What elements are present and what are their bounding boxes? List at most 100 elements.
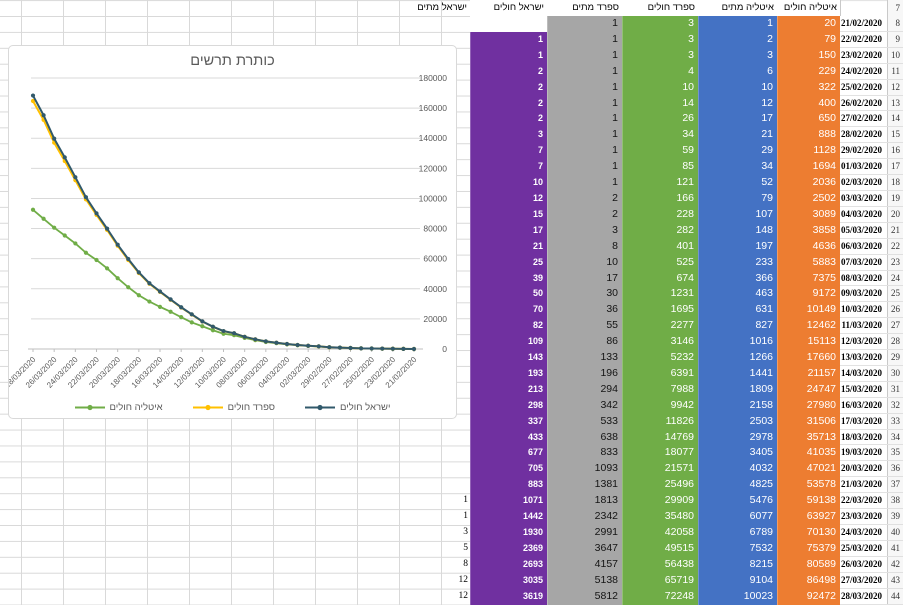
italy_deaths-cell[interactable]: 1016 [698, 334, 777, 351]
israel_cases-cell[interactable]: 10 [470, 175, 547, 191]
date-cell[interactable]: 21/02/2020 [840, 16, 887, 32]
spain_cases-cell[interactable]: 85 [622, 159, 698, 176]
israel_deaths-cell[interactable]: 12 [458, 574, 469, 585]
date-cell[interactable]: 11/03/2020 [840, 318, 887, 335]
italy_deaths-cell[interactable]: 5476 [698, 493, 777, 510]
italy_deaths-cell[interactable]: 17 [698, 111, 777, 128]
italy_cases-cell[interactable]: 322 [777, 79, 840, 96]
israel_deaths-cell[interactable]: 1 [463, 511, 468, 522]
italy_cases-cell[interactable]: 888 [777, 127, 840, 144]
italy_cases-cell[interactable]: 650 [777, 111, 840, 128]
spain_cases-cell[interactable]: 18077 [622, 445, 698, 462]
spain_deaths-cell[interactable]: 833 [547, 445, 622, 462]
israel_deaths-cell[interactable]: 5 [463, 542, 468, 553]
date-cell[interactable]: 22/02/2020 [840, 31, 887, 48]
israel_cases-cell[interactable]: 1 [470, 31, 547, 48]
spain_deaths-cell[interactable]: 294 [547, 381, 622, 398]
israel_cases-cell[interactable]: 3 [470, 127, 547, 144]
date-cell[interactable]: 21/03/2020 [840, 477, 887, 494]
spain_deaths-cell[interactable]: 342 [547, 397, 622, 414]
date-cell[interactable]: 19/03/2020 [840, 445, 887, 462]
spain_cases-cell[interactable]: 42058 [622, 525, 698, 541]
spain_deaths-cell[interactable]: 638 [547, 429, 622, 446]
italy_cases-cell[interactable]: 9172 [777, 286, 840, 303]
italy_cases-cell[interactable]: 47021 [777, 461, 840, 478]
italy_cases-cell[interactable]: 86498 [777, 572, 840, 589]
spain_deaths-cell[interactable]: 1 [547, 159, 622, 176]
spain_cases-cell[interactable]: 3146 [622, 334, 698, 351]
spain_deaths-cell[interactable]: 1093 [547, 461, 622, 478]
spain_deaths-cell[interactable]: 2342 [547, 509, 622, 525]
spain_cases-cell[interactable]: 3 [622, 16, 698, 32]
spain_cases-cell[interactable]: 6391 [622, 365, 698, 382]
chart-panel[interactable]: כותרת תרשים 0 20000 40000 60000 80000 100000 1… [3, 45, 457, 419]
italy_deaths-cell[interactable]: 79 [698, 190, 777, 207]
spain_deaths-cell[interactable]: 133 [547, 350, 622, 366]
date-cell[interactable]: 29/02/2020 [840, 143, 887, 160]
date-cell[interactable]: 02/03/2020 [840, 175, 887, 191]
date-cell[interactable]: 22/03/2020 [840, 493, 887, 510]
israel_deaths-cell[interactable]: 1 [463, 495, 468, 506]
header-spain-deaths[interactable]: ספרד מתים [572, 2, 619, 13]
date-cell[interactable]: 13/03/2020 [840, 350, 887, 366]
spain_cases-cell[interactable]: 35480 [622, 509, 698, 525]
spain_cases-cell[interactable]: 1695 [622, 302, 698, 319]
spain_cases-cell[interactable]: 11826 [622, 413, 698, 430]
israel_cases-cell[interactable]: 705 [470, 461, 547, 478]
column-spain-cases[interactable]: 3 3 3 4 10 14 26 34 59 85 121 166 228 282 401 525 674 123… [622, 16, 698, 605]
italy_deaths-cell[interactable]: 2503 [698, 413, 777, 430]
spain_deaths-cell[interactable]: 1 [547, 16, 622, 32]
israel_cases-cell[interactable]: 143 [470, 350, 547, 366]
date-cell[interactable]: 24/03/2020 [840, 525, 887, 541]
spain_deaths-cell[interactable]: 1 [547, 175, 622, 191]
spain_deaths-cell[interactable]: 86 [547, 334, 622, 351]
israel_cases-cell[interactable]: 109 [470, 334, 547, 351]
israel_cases-cell[interactable]: 883 [470, 477, 547, 494]
date-cell[interactable]: 03/03/2020 [840, 190, 887, 207]
spain_cases-cell[interactable]: 21571 [622, 461, 698, 478]
spain_cases-cell[interactable]: 34 [622, 127, 698, 144]
italy_cases-cell[interactable]: 75379 [777, 540, 840, 557]
date-cell[interactable]: 06/03/2020 [840, 238, 887, 255]
header-spain-cases[interactable]: ספרד חולים [647, 2, 695, 13]
italy_cases-cell[interactable]: 7375 [777, 270, 840, 287]
italy_deaths-cell[interactable]: 463 [698, 286, 777, 303]
spain_deaths-cell[interactable]: 2 [547, 206, 622, 223]
israel_cases-cell[interactable]: 2 [470, 111, 547, 128]
italy_deaths-cell[interactable]: 3 [698, 47, 777, 64]
israel_cases-cell[interactable]: 1071 [470, 493, 547, 510]
italy_cases-cell[interactable]: 3089 [777, 206, 840, 223]
spain_cases-cell[interactable]: 65719 [622, 572, 698, 589]
spain_cases-cell[interactable]: 25496 [622, 477, 698, 494]
date-cell[interactable]: 18/03/2020 [840, 429, 887, 446]
date-cell[interactable]: 17/03/2020 [840, 413, 887, 430]
italy_cases-cell[interactable]: 2036 [777, 175, 840, 191]
italy_cases-cell[interactable]: 27980 [777, 397, 840, 414]
italy_deaths-cell[interactable]: 7532 [698, 540, 777, 557]
italy_deaths-cell[interactable]: 12 [698, 95, 777, 112]
italy_deaths-cell[interactable]: 107 [698, 206, 777, 223]
spain_cases-cell[interactable]: 29909 [622, 493, 698, 510]
italy_deaths-cell[interactable]: 233 [698, 254, 777, 271]
date-cell[interactable]: 28/02/2020 [840, 127, 887, 144]
spain_cases-cell[interactable]: 14769 [622, 429, 698, 446]
spain_deaths-cell[interactable]: 2 [547, 190, 622, 207]
israel_cases-cell[interactable]: 298 [470, 397, 547, 414]
spain_deaths-cell[interactable]: 1813 [547, 493, 622, 510]
spain_deaths-cell[interactable]: 55 [547, 318, 622, 335]
israel_deaths-cell[interactable] [441, 430, 470, 446]
israel_cases-cell[interactable]: 25 [470, 254, 547, 271]
italy_cases-cell[interactable]: 80589 [777, 556, 840, 573]
date-cell[interactable]: 20/03/2020 [840, 461, 887, 478]
italy_deaths-cell[interactable]: 1441 [698, 365, 777, 382]
spain_cases-cell[interactable]: 228 [622, 206, 698, 223]
date-cell[interactable]: 12/03/2020 [840, 334, 887, 351]
israel_cases-cell[interactable]: 39 [470, 270, 547, 287]
date-cell[interactable]: 14/03/2020 [840, 365, 887, 382]
israel_cases-cell[interactable]: 2369 [470, 540, 547, 557]
israel_cases-cell[interactable]: 337 [470, 413, 547, 430]
israel_cases-cell[interactable]: 7 [470, 159, 547, 176]
italy_cases-cell[interactable]: 5883 [777, 254, 840, 271]
spain_cases-cell[interactable]: 59 [622, 143, 698, 160]
italy_deaths-cell[interactable]: 197 [698, 238, 777, 255]
